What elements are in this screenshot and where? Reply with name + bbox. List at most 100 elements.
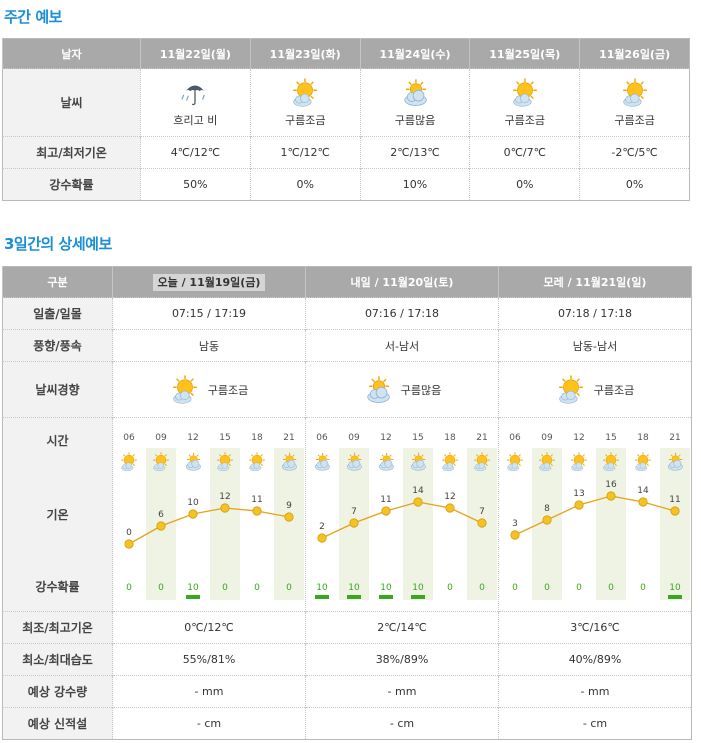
rain-cell: 0% bbox=[469, 168, 580, 201]
temp-value-label: 7 bbox=[479, 507, 485, 517]
trend-cell: 구름많음 bbox=[305, 361, 499, 418]
temp-value-label: 10 bbox=[187, 498, 199, 508]
minmax-cell: 3℃/16℃ bbox=[498, 611, 692, 644]
detail-forecast-table: 구분 오늘 / 11월19일(금) 내일 / 11월20일(토) 모레 / 11… bbox=[2, 266, 692, 740]
hour-label: 21 bbox=[283, 433, 294, 443]
temp-line bbox=[128, 507, 290, 545]
today-header-label: 오늘 / 11월19일(금) bbox=[152, 274, 266, 291]
temp-point bbox=[124, 539, 134, 549]
snow-row-label: 예상 신적설 bbox=[2, 707, 113, 740]
time-row-label: 시간 bbox=[46, 434, 69, 448]
temp-value-label: 9 bbox=[286, 501, 292, 511]
day-weather-cell: 흐리고 비 bbox=[140, 68, 251, 137]
sun-cell: 07:15 / 17:19 bbox=[112, 297, 306, 330]
trend-text: 구름조금 bbox=[207, 383, 249, 397]
minmax-cell: 0℃/12℃ bbox=[112, 611, 306, 644]
temp-point bbox=[638, 497, 648, 507]
temp-row-label: 기온 bbox=[46, 508, 69, 522]
sun-cloud-icon bbox=[603, 452, 619, 472]
trend-cell: 구름조금 bbox=[112, 361, 306, 418]
temp-cell: 0℃/7℃ bbox=[469, 136, 580, 169]
rain-value-label: 0 bbox=[158, 583, 164, 593]
temp-point bbox=[574, 500, 584, 510]
humidity-cell: 40%/89% bbox=[498, 643, 692, 676]
rain-value-label: 0 bbox=[447, 583, 453, 593]
hour-label: 21 bbox=[669, 433, 680, 443]
cloud-sun-icon bbox=[314, 452, 330, 471]
rain-row-label: 강수확률 bbox=[35, 580, 80, 594]
sun-cloud-icon bbox=[293, 77, 318, 107]
weather-text: 구름많음 bbox=[394, 113, 436, 127]
wind-cell: 서-남서 bbox=[305, 329, 499, 362]
hour-label: 15 bbox=[605, 433, 616, 443]
sun-cell: 07:16 / 17:18 bbox=[305, 297, 499, 330]
temp-point bbox=[542, 515, 552, 525]
temp-point bbox=[284, 512, 294, 522]
wind-row-label: 풍향/풍속 bbox=[2, 329, 113, 362]
weekly-forecast-table: 날자 11월22일(월) 11월23일(화) 11월24일(수) 11월25일(… bbox=[2, 38, 690, 201]
hourly-chart-cell: 06 09 12 15 18 21 0 6 10 12 11 9 0 0 10 0 0 0 bbox=[112, 417, 306, 612]
sun-cell: 07:18 / 17:18 bbox=[498, 297, 692, 330]
hour-label: 12 bbox=[573, 433, 584, 443]
rain-value-label: 10 bbox=[412, 583, 424, 593]
hour-label: 18 bbox=[251, 433, 263, 443]
sun-cloud-icon bbox=[571, 452, 587, 472]
rain-value-label: 10 bbox=[669, 583, 681, 593]
temp-point bbox=[381, 506, 391, 516]
rain-value-label: 10 bbox=[316, 583, 328, 593]
hourly-chart-cell: 06 09 12 15 18 21 3 8 13 16 14 11 0 0 0 0 0 10 bbox=[498, 417, 692, 612]
temp-point bbox=[220, 503, 230, 513]
temp-point bbox=[156, 521, 166, 531]
sun-cloud-icon bbox=[512, 77, 537, 107]
temp-value-label: 8 bbox=[544, 504, 550, 514]
hour-label: 09 bbox=[541, 433, 553, 443]
trend-text: 구름조금 bbox=[593, 383, 635, 397]
day-weather-cell: 구름조금 bbox=[579, 68, 690, 137]
hour-label: 06 bbox=[316, 433, 328, 443]
column-shade bbox=[596, 448, 626, 600]
temp-cell: -2℃/5℃ bbox=[579, 136, 690, 169]
rain-bar bbox=[668, 595, 682, 599]
temp-point bbox=[349, 518, 359, 528]
hour-label: 18 bbox=[444, 433, 456, 443]
temp-value-label: 16 bbox=[605, 480, 617, 490]
snow-cell: - cm bbox=[498, 707, 692, 740]
weather-text: 구름조금 bbox=[614, 113, 655, 127]
hour-label: 21 bbox=[476, 433, 487, 443]
sun-cloud-icon bbox=[121, 452, 137, 472]
snow-cell: - cm bbox=[305, 707, 499, 740]
weather-text: 구름조금 bbox=[504, 113, 546, 127]
humidity-row-label: 최소/최대습도 bbox=[2, 643, 113, 676]
cloud-sun-icon bbox=[378, 452, 394, 471]
today-header: 오늘 / 11월19일(금) bbox=[112, 266, 306, 298]
temp-value-label: 7 bbox=[351, 507, 357, 517]
trend-cell: 구름조금 bbox=[498, 361, 692, 418]
day-header: 11월23일(화) bbox=[249, 38, 361, 69]
column-shade bbox=[274, 448, 304, 600]
wind-cell: 남동 bbox=[112, 329, 306, 362]
rain-value-label: 0 bbox=[479, 583, 485, 593]
day-weather-cell: 구름조금 bbox=[469, 68, 580, 137]
rain-cell: 10% bbox=[359, 168, 470, 201]
cloud-sun-icon bbox=[667, 452, 683, 471]
temp-point bbox=[670, 506, 680, 516]
detail-forecast-title: 3일간의 상세예보 bbox=[4, 235, 112, 253]
hour-label: 18 bbox=[637, 433, 649, 443]
humidity-cell: 38%/89% bbox=[305, 643, 499, 676]
temp-value-label: 14 bbox=[637, 486, 649, 496]
rain-cell: 0% bbox=[579, 168, 690, 201]
column-shade bbox=[660, 448, 690, 600]
temp-value-label: 11 bbox=[251, 495, 262, 505]
hour-label: 15 bbox=[412, 433, 423, 443]
day-header: 11월22일(월) bbox=[140, 38, 251, 69]
cloud-sun-icon bbox=[410, 452, 426, 471]
minmax-row-label: 최조/최고기온 bbox=[2, 611, 113, 644]
wind-cell: 남동-남서 bbox=[498, 329, 692, 362]
temp-value-label: 14 bbox=[412, 486, 424, 496]
precip-row-label: 예상 강수량 bbox=[2, 675, 113, 708]
rain-value-label: 0 bbox=[254, 583, 260, 593]
rain-value-label: 0 bbox=[286, 583, 292, 593]
temp-value-label: 13 bbox=[573, 489, 584, 499]
trend-text: 구름많음 bbox=[400, 383, 442, 397]
